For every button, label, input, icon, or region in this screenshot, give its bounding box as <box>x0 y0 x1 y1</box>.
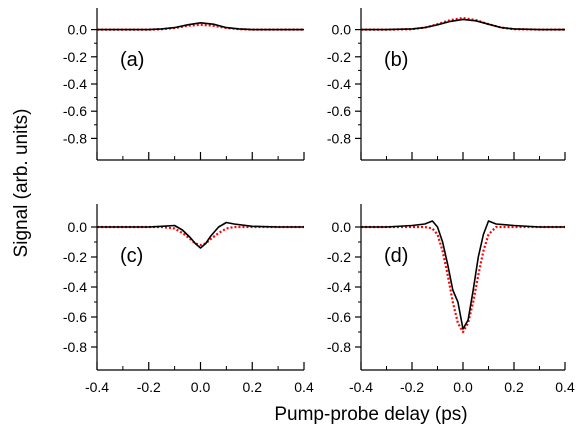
y-tick-label-d: 0.0 <box>332 219 352 235</box>
y-tick-label-a: 0.0 <box>68 22 88 38</box>
x-tick-label-c: 0.0 <box>191 379 211 395</box>
model-line-d <box>361 225 565 334</box>
y-tick-label-c: 0.0 <box>68 219 88 235</box>
panel-d: 0.0 -0.2 -0.4 -0.6 -0.8 -0.4 -0.2 0.0 0.2 0.4 (d) <box>327 204 575 395</box>
y-tick-label-b: -0.8 <box>327 130 351 146</box>
data-line-a <box>97 21 304 31</box>
y-axis-title: Signal (arb. units) <box>11 109 32 258</box>
y-tick-label-a: -0.6 <box>63 103 87 119</box>
y-tick-label-b: -0.2 <box>327 49 351 65</box>
panel-a: 0.0 -0.2 -0.4 -0.6 -0.8 (a) <box>63 8 305 161</box>
panel-label-a: (a) <box>120 49 144 71</box>
panel-label-d: (d) <box>384 245 408 267</box>
data-line-b <box>361 18 565 31</box>
panel-label-b: (b) <box>384 49 408 71</box>
y-tick-label-d: -0.8 <box>327 339 351 355</box>
y-tick-label-c: -0.8 <box>63 339 87 355</box>
y-tick-label-b: 0.0 <box>332 22 352 38</box>
x-tick-label-d: -0.2 <box>400 379 424 395</box>
x-tick-label-d: -0.4 <box>349 379 373 395</box>
panel-label-c: (c) <box>120 245 143 267</box>
x-tick-label-c: 0.4 <box>294 379 314 395</box>
x-tick-label-d: 0.0 <box>453 379 473 395</box>
y-tick-label-a: -0.2 <box>63 49 87 65</box>
x-axis-title: Pump-probe delay (ps) <box>274 404 467 425</box>
y-tick-label-a: -0.8 <box>63 130 87 146</box>
data-line-d <box>361 220 565 330</box>
x-tick-label-c: -0.2 <box>137 379 161 395</box>
panel-b: 0.0 -0.2 -0.4 -0.6 -0.8 (b) <box>327 8 566 161</box>
y-tick-label-d: -0.2 <box>327 249 351 265</box>
y-tick-label-c: -0.6 <box>63 309 87 325</box>
model-line-c <box>97 225 304 247</box>
x-tick-label-c: -0.4 <box>85 379 109 395</box>
data-line-c <box>97 221 304 249</box>
y-tick-label-c: -0.2 <box>63 249 87 265</box>
x-tick-label-c: 0.2 <box>243 379 263 395</box>
panels-group: 0.0 -0.2 -0.4 -0.6 -0.8 (a) 0.0 -0.2 -0.4 -0.6 -0.… <box>63 8 575 395</box>
y-tick-label-b: -0.4 <box>327 76 351 92</box>
y-tick-label-a: -0.4 <box>63 76 87 92</box>
y-tick-label-c: -0.4 <box>63 279 87 295</box>
y-tick-label-b: -0.6 <box>327 103 351 119</box>
x-tick-label-d: 0.2 <box>504 379 524 395</box>
panel-c: 0.0 -0.2 -0.4 -0.6 -0.8 -0.4 -0.2 0.0 0.2 0.4 (c) <box>63 204 314 395</box>
x-tick-label-d: 0.4 <box>555 379 575 395</box>
y-tick-label-d: -0.4 <box>327 279 351 295</box>
y-tick-label-d: -0.6 <box>327 309 351 325</box>
